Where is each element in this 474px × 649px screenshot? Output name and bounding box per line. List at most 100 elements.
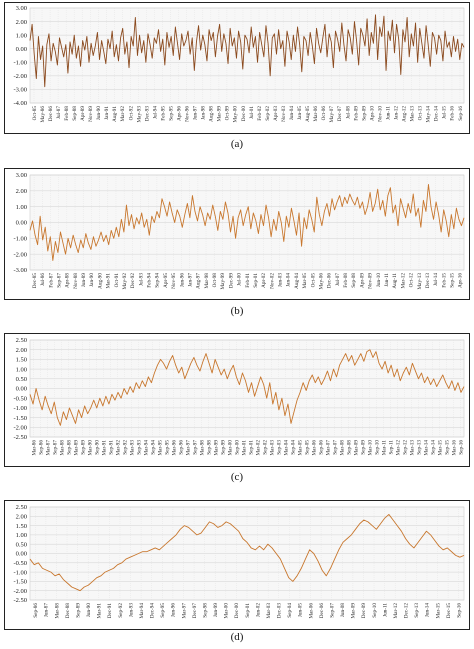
x-tick-label: Mar-92 <box>120 106 126 122</box>
x-tick-label: Mar-92 <box>115 440 121 456</box>
x-tick-label: Sep-16 <box>457 603 463 618</box>
x-tick-label: Dec-07 <box>337 106 343 122</box>
x-tick-label: Sep-92 <box>122 440 128 455</box>
x-tick-label: Mar-11 <box>381 440 387 456</box>
x-tick-label: Feb-94 <box>147 273 153 288</box>
x-tick-label: Jun-99 <box>213 603 219 618</box>
y-tick-label: -0.50 <box>13 395 27 402</box>
x-tick-label: Sep-01 <box>248 440 254 455</box>
x-tick-label: Jun-97 <box>193 106 199 121</box>
x-tick-label: Mar-12 <box>400 273 406 289</box>
x-tick-label: Jun-90 <box>86 603 92 618</box>
x-tick-label: Feb-16 <box>450 106 456 121</box>
x-tick-label: Sep-95 <box>168 106 174 121</box>
x-tick-label: Jun-10 <box>376 273 382 288</box>
x-tick-label: Sep-15 <box>450 273 456 288</box>
x-tick-label: Sep-07 <box>332 440 338 455</box>
x-tick-label: Mar-97 <box>185 440 191 456</box>
y-tick-label: -1.50 <box>13 415 27 422</box>
x-tick-label: Mar-91 <box>101 440 107 456</box>
x-tick-label: Sep-13 <box>414 603 420 618</box>
x-tick-label: Dec-99 <box>228 273 234 289</box>
x-tick-label: Jul-15 <box>442 106 448 119</box>
x-tick-label: Apr-09 <box>359 273 365 288</box>
x-tick-label: Oct-06 <box>321 106 327 121</box>
plot-area <box>29 7 465 104</box>
y-tick-label: -1.00 <box>13 236 27 243</box>
x-tick-label: Mar-90 <box>87 440 93 456</box>
x-tick-label: Sep-98 <box>206 440 212 455</box>
x-tick-label: Jul-87 <box>56 106 62 119</box>
x-tick-label: Apr-10 <box>369 106 375 121</box>
x-tick-label: Jul-00 <box>237 273 243 286</box>
x-tick-label: Sep-88 <box>72 106 78 121</box>
x-tick-label: Mar-13 <box>410 106 416 122</box>
x-tick-label: Sep-94 <box>155 273 161 288</box>
x-tick-label: Sep-07 <box>329 603 335 618</box>
x-tick-label: Mar-99 <box>213 440 219 456</box>
x-tick-label: Apr-16 <box>458 273 464 288</box>
x-tick-label: Sep-03 <box>276 440 282 455</box>
y-tick-label: -2.50 <box>13 597 27 604</box>
y-tick-label: 3.00 <box>16 172 27 179</box>
x-tick-label: Nov-03 <box>281 106 287 122</box>
x-tick-label: Apr-02 <box>261 273 267 288</box>
x-tick-label: Mar-99 <box>217 106 223 122</box>
y-tick-label: -3.00 <box>13 87 27 94</box>
x-tick-label: Aug-04 <box>294 273 300 289</box>
x-tick-label: Aug-97 <box>196 273 202 289</box>
x-tick-label: Nov-09 <box>368 273 374 289</box>
x-tick-label: Jun-11 <box>385 106 391 120</box>
chart-c: -2.50 -2.00 -1.50 -1.00 -0.50 0.00 0.50 1.00 1.5… <box>13 337 465 456</box>
x-tick-label: Dec-85 <box>32 273 38 289</box>
x-tick-label: Mar-12 <box>395 440 401 456</box>
x-tick-label: Sep-86 <box>38 440 44 455</box>
x-tick-label: Sep-90 <box>94 440 100 455</box>
x-tick-label: Apr-89 <box>80 106 86 121</box>
x-tick-label: Sep-98 <box>202 603 208 618</box>
x-tick-label: Apr-03 <box>273 106 279 121</box>
x-tick-label: Nov-88 <box>73 273 79 289</box>
x-tick-label: Sep-89 <box>75 603 81 618</box>
x-tick-label: Mar-88 <box>59 440 65 456</box>
x-tick-label: Apr-95 <box>163 273 169 288</box>
series-line <box>29 349 465 426</box>
series-line <box>29 513 465 592</box>
x-tick-label: Jan-98 <box>201 106 207 120</box>
x-tick-label: Jan-12 <box>393 106 399 120</box>
y-tick-label: -2.00 <box>13 251 27 258</box>
y-tick-label: -0.50 <box>13 560 27 567</box>
x-tick-label: Mar-98 <box>204 273 210 289</box>
x-tick-label: Mar-07 <box>325 440 331 456</box>
x-tick-label: Jun-04 <box>289 106 295 121</box>
x-tick-label: Jun-87 <box>44 603 50 618</box>
x-tick-label: Apr-88 <box>65 273 71 288</box>
x-tick-label: Oct-05 <box>310 273 316 288</box>
x-tick-label: Dec-12 <box>404 603 410 619</box>
x-tick-label: May-13 <box>417 273 423 290</box>
x-tick-label: May-86 <box>40 106 46 123</box>
x-tick-label: Sep-08 <box>346 440 352 455</box>
y-tick-label: 0.00 <box>16 46 27 53</box>
x-tick-label: Sep-13 <box>416 440 422 455</box>
x-tick-label: Sep-95 <box>160 603 166 618</box>
x-tick-label: Oct-98 <box>212 273 218 288</box>
y-tick-label: 1.50 <box>16 523 27 530</box>
y-tick-label: 2.50 <box>16 337 27 344</box>
x-tick-label: Feb-87 <box>48 273 54 288</box>
x-tick-label: Jun-05 <box>298 603 304 618</box>
y-tick-label: -2.50 <box>13 434 27 441</box>
y-tick-label: 2.00 <box>16 514 27 521</box>
x-tick-label: Jun-11 <box>382 603 388 617</box>
x-tick-label: May-99 <box>220 273 226 290</box>
x-tick-label: Mar-14 <box>423 440 429 456</box>
x-tick-label: Sep-00 <box>234 440 240 455</box>
x-tick-label: Mar-15 <box>437 440 443 456</box>
x-tick-label: Mar-96 <box>171 440 177 456</box>
x-tick-label: Mar-08 <box>339 440 345 456</box>
x-tick-label: Aug-11 <box>392 273 398 289</box>
x-tick-label: Mar-91 <box>106 273 112 289</box>
y-tick-label: 2.00 <box>16 347 27 354</box>
x-tick-label: Jun-96 <box>171 603 177 618</box>
